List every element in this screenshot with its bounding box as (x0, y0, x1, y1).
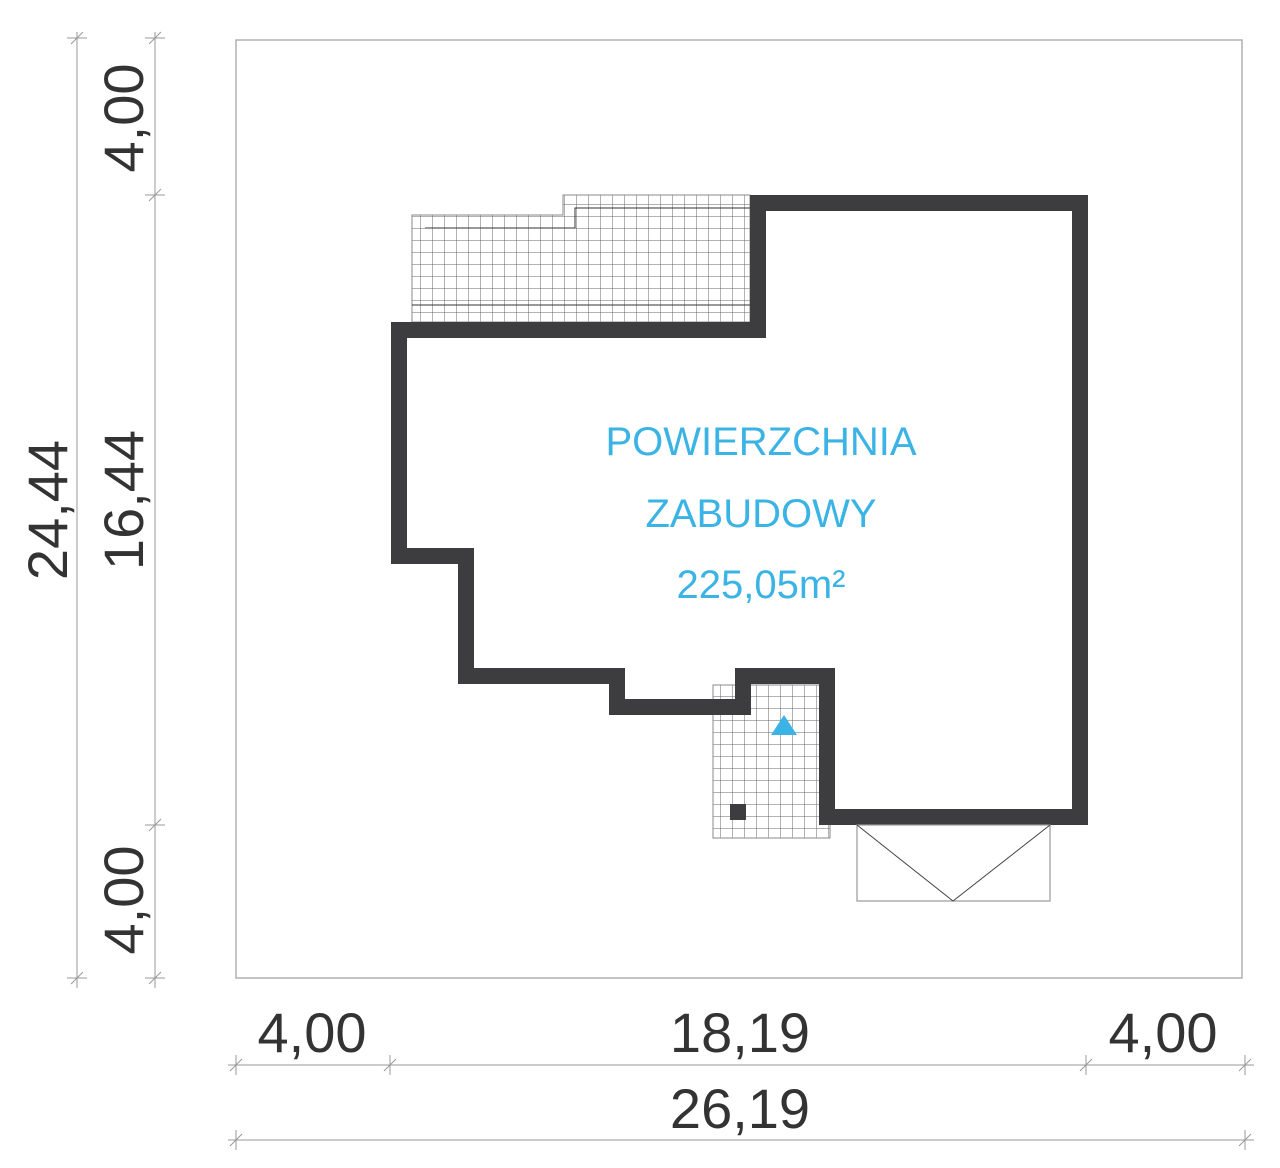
label-area: 225,05m² (677, 563, 846, 607)
dim-horizontal-total: 26,19 (670, 1077, 810, 1140)
chimney-square-icon (730, 804, 746, 820)
dim-vertical-total: 24,44 (16, 440, 79, 580)
building-outline (391, 195, 1088, 825)
dim-horizontal-left: 4,00 (258, 1001, 367, 1064)
dim-vertical-top: 4,00 (92, 64, 155, 173)
entrance-triangle-icon (771, 715, 797, 735)
entrance-canopy (856, 824, 1051, 902)
dim-vertical-bottom: 4,00 (92, 846, 155, 955)
dim-vertical-middle: 16,44 (92, 430, 155, 570)
dim-horizontal-right: 4,00 (1109, 1001, 1218, 1064)
porch-interior (751, 692, 819, 810)
dimension-lines (67, 31, 1254, 1150)
label-line1: POWIERZCHNIA (605, 420, 916, 464)
dim-horizontal-middle: 18,19 (670, 1001, 810, 1064)
terrace-edge-line (412, 207, 750, 306)
plot-boundary (235, 39, 1243, 979)
terrace-hatch (411, 194, 751, 323)
label-line2: ZABUDOWY (645, 492, 876, 536)
